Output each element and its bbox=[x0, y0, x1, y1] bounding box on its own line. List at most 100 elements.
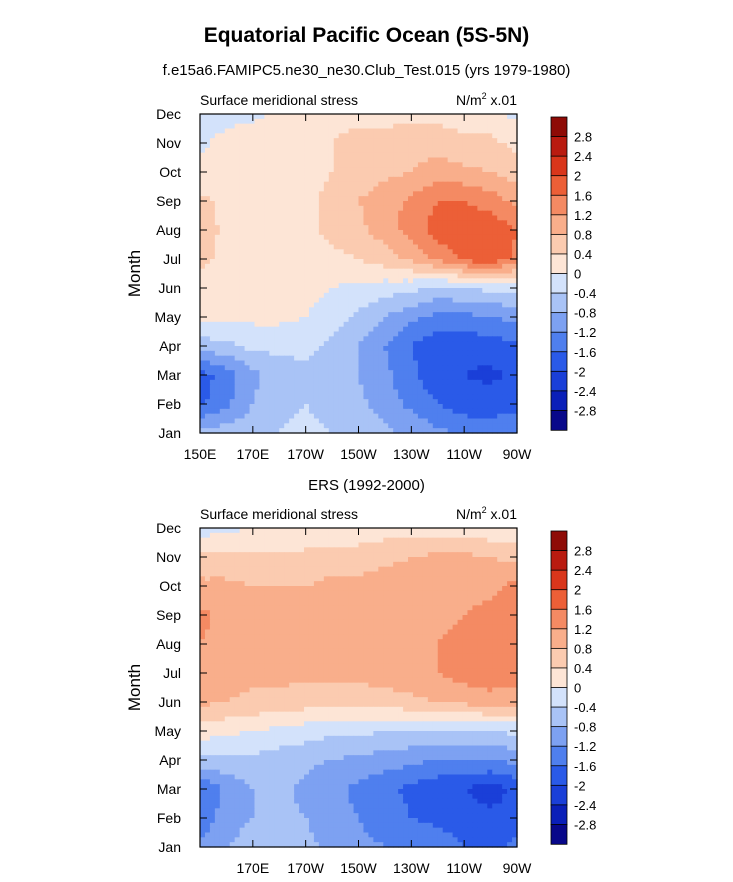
contour-cell bbox=[304, 428, 310, 434]
contour-cell bbox=[343, 528, 350, 534]
contour-cell bbox=[249, 167, 256, 173]
contour-cell bbox=[279, 571, 285, 577]
contour-cell bbox=[204, 263, 211, 270]
contour-cell bbox=[333, 557, 340, 563]
contour-cell bbox=[408, 167, 414, 173]
contour-cell bbox=[249, 239, 256, 246]
contour-cell bbox=[403, 571, 409, 577]
contour-cell bbox=[343, 186, 350, 192]
contour-cell bbox=[318, 528, 325, 534]
contour-cell bbox=[378, 341, 384, 347]
contour-cell bbox=[348, 128, 355, 134]
contour-cell bbox=[328, 152, 335, 159]
contour-cell bbox=[279, 547, 285, 553]
contour-cell bbox=[412, 205, 419, 212]
contour-cell bbox=[284, 172, 290, 178]
contour-cell bbox=[229, 532, 236, 539]
contour-cell bbox=[274, 326, 280, 333]
contour-cell bbox=[388, 196, 394, 202]
contour-cell bbox=[313, 365, 320, 371]
contour-cell bbox=[214, 162, 221, 168]
contour-cell bbox=[432, 408, 439, 415]
contour-cell bbox=[393, 557, 399, 563]
contour-cell bbox=[378, 561, 384, 568]
contour-cell bbox=[323, 547, 330, 553]
contour-cell bbox=[432, 157, 439, 163]
contour-cell bbox=[249, 365, 256, 371]
contour-cell bbox=[442, 167, 449, 173]
contour-cell bbox=[343, 230, 350, 236]
contour-cell bbox=[323, 355, 330, 362]
contour-cell bbox=[422, 317, 429, 323]
contour-cell bbox=[417, 181, 424, 188]
contour-cell bbox=[214, 118, 221, 125]
contour-cell bbox=[249, 389, 256, 395]
contour-cell bbox=[422, 249, 429, 255]
contour-cell bbox=[492, 239, 498, 246]
contour-cell bbox=[269, 254, 275, 260]
contour-cell bbox=[487, 210, 493, 217]
contour-cell bbox=[497, 423, 503, 429]
contour-cell bbox=[393, 114, 399, 120]
contour-cell bbox=[249, 428, 256, 434]
contour-cell bbox=[398, 413, 404, 420]
contour-cell bbox=[477, 292, 483, 299]
contour-cell bbox=[254, 128, 261, 134]
contour-cell bbox=[467, 561, 474, 568]
contour-cell bbox=[467, 181, 474, 188]
contour-cell bbox=[209, 191, 216, 197]
contour-cell bbox=[457, 244, 464, 250]
contour-cell bbox=[452, 321, 459, 328]
contour-cell bbox=[487, 215, 493, 221]
contour-cell bbox=[432, 259, 439, 265]
contour-cell bbox=[313, 196, 320, 202]
contour-cell bbox=[462, 234, 469, 241]
contour-cell bbox=[432, 288, 439, 294]
contour-cell bbox=[244, 196, 251, 202]
contour-cell bbox=[422, 375, 429, 381]
contour-cell bbox=[274, 244, 280, 250]
contour-cell bbox=[427, 123, 434, 130]
contour-cell bbox=[244, 249, 251, 255]
contour-cell bbox=[259, 413, 265, 420]
contour-cell bbox=[388, 118, 394, 125]
contour-cell bbox=[229, 317, 236, 323]
contour-cell bbox=[209, 404, 216, 410]
contour-cell bbox=[244, 532, 251, 539]
contour-cell bbox=[477, 370, 483, 376]
contour-cell bbox=[497, 138, 503, 144]
contour-cell bbox=[502, 428, 508, 434]
contour-cell bbox=[284, 259, 290, 265]
contour-cell bbox=[274, 566, 280, 573]
contour-cell bbox=[403, 239, 409, 246]
contour-cell bbox=[249, 172, 256, 178]
contour-cell bbox=[442, 375, 449, 381]
contour-cell bbox=[403, 172, 409, 178]
contour-cell bbox=[254, 312, 261, 318]
contour-cell bbox=[200, 162, 206, 168]
contour-cell bbox=[353, 336, 360, 342]
contour-cell bbox=[338, 172, 345, 178]
contour-cell bbox=[254, 114, 261, 120]
contour-cell bbox=[299, 152, 305, 159]
contour-cell bbox=[294, 355, 300, 362]
contour-cell bbox=[472, 283, 478, 289]
contour-cell bbox=[323, 249, 330, 255]
contour-cell bbox=[229, 181, 236, 188]
contour-cell bbox=[373, 528, 379, 534]
contour-cell bbox=[313, 123, 320, 130]
contour-cell bbox=[437, 571, 444, 577]
contour-cell bbox=[348, 331, 355, 337]
contour-cell bbox=[214, 196, 221, 202]
contour-cell bbox=[378, 152, 384, 159]
contour-cell bbox=[259, 249, 265, 255]
contour-cell bbox=[299, 244, 305, 250]
contour-cell bbox=[457, 428, 464, 434]
contour-cell bbox=[512, 413, 518, 420]
contour-cell bbox=[209, 408, 216, 415]
contour-cell bbox=[274, 571, 280, 577]
contour-cell bbox=[378, 205, 384, 212]
contour-cell bbox=[333, 537, 340, 544]
contour-cell bbox=[467, 350, 474, 357]
contour-cell bbox=[254, 365, 261, 371]
